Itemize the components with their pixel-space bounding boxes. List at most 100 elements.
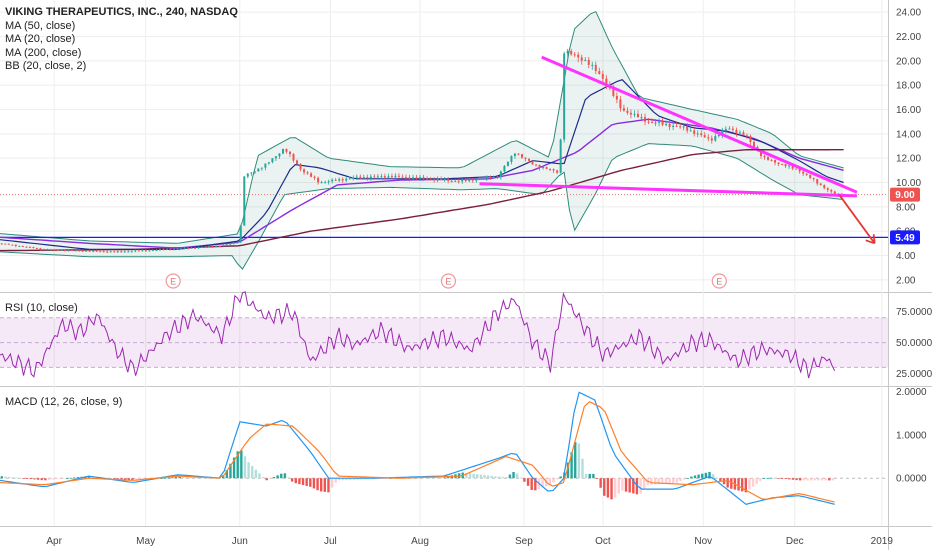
macd-histogram-bar [192, 477, 196, 479]
candle-body [767, 157, 770, 160]
macd-histogram-bar [715, 477, 718, 479]
macd-histogram-bar [309, 478, 312, 487]
candle-body [25, 246, 28, 248]
macd-histogram-bar [174, 477, 178, 479]
macd-histogram-bar [116, 478, 120, 480]
candle-body [584, 59, 587, 61]
earnings-marker[interactable] [711, 273, 727, 289]
candle-body [492, 176, 495, 179]
macd-histogram-bar [610, 478, 613, 500]
candle-body [830, 189, 833, 192]
candle-body [833, 191, 836, 195]
macd-histogram-bar [744, 478, 748, 493]
macd-histogram-bar [740, 478, 744, 492]
candle-body [433, 179, 436, 181]
candle-body [151, 250, 154, 252]
rsi-tick-label: 75.0000 [896, 307, 932, 318]
macd-histogram-bar [182, 477, 185, 479]
candle-body [14, 244, 17, 247]
candle-body [703, 135, 706, 138]
macd-histogram-bar [701, 473, 704, 479]
candle-body [46, 249, 49, 251]
candle-body [194, 247, 197, 249]
macd-histogram-bar [356, 478, 359, 480]
candle-body [380, 176, 383, 178]
candle-body [158, 249, 161, 251]
macd-histogram-bar [436, 477, 439, 479]
candle-body [615, 95, 618, 100]
macd-histogram-bar [548, 478, 552, 486]
candle-body [717, 135, 720, 137]
candle-body [721, 130, 724, 136]
time-tick-label: Nov [694, 536, 712, 547]
macd-histogram-bar [298, 478, 301, 485]
macd-histogram-bar [301, 478, 305, 486]
candle-body [816, 179, 819, 184]
macd-histogram-bar [515, 473, 519, 479]
candle-body [805, 173, 808, 175]
macd-histogram-bar [44, 478, 47, 481]
time-tick-label: Aug [411, 536, 429, 547]
candle-body [513, 153, 516, 157]
candle-body [109, 251, 112, 253]
candle-body [120, 251, 123, 253]
candle-body [42, 249, 45, 251]
time-tick-label: Dec [786, 536, 804, 547]
macd-histogram-bar [341, 478, 345, 481]
macd-histogram-bar [363, 478, 366, 480]
macd-histogram-bar [581, 458, 584, 479]
candle-body [714, 136, 717, 141]
candle-body [475, 179, 478, 181]
candle-body [127, 251, 130, 253]
macd-histogram-bar [719, 478, 722, 481]
candle-body [447, 179, 450, 181]
earnings-marker[interactable] [165, 273, 181, 289]
time-tick-label: Oct [595, 536, 611, 547]
candle-body [499, 171, 502, 178]
support-price-label-bg [890, 230, 920, 245]
macd-histogram-bar [534, 478, 537, 491]
candle-body [826, 188, 829, 190]
macd-histogram-bar [799, 478, 802, 481]
macd-histogram-bar [334, 478, 337, 483]
candle-body [770, 159, 773, 161]
candle-body [155, 249, 158, 251]
macd-histogram-bar [755, 478, 758, 484]
bb-upper-line [0, 10, 844, 244]
candle-body [633, 113, 636, 115]
price-tick-label: 18.00 [896, 81, 921, 92]
candle-body [0, 243, 3, 245]
macd-histogram-bar [584, 473, 588, 479]
candle-body [211, 246, 214, 248]
macd-histogram-bar [606, 478, 610, 498]
earnings-marker[interactable] [440, 273, 457, 289]
macd-histogram-bar [501, 476, 504, 479]
candle-body [278, 153, 281, 157]
candle-body [190, 247, 193, 249]
macd-histogram-bar [657, 478, 660, 485]
candle-body [422, 177, 425, 179]
macd-histogram-bar [345, 478, 348, 481]
candle-body [672, 125, 675, 127]
macd-histogram-bar [283, 473, 287, 479]
price-tick-label: 4.00 [896, 251, 916, 262]
candle-body [267, 162, 270, 164]
macd-histogram-bar [218, 478, 221, 479]
projection-arrow-head [865, 234, 876, 245]
macd-histogram-bar [820, 478, 824, 481]
candle-body [700, 133, 703, 136]
macd-histogram-bar [697, 474, 700, 479]
price-tick-label: 8.00 [896, 202, 916, 213]
macd-histogram-bar [381, 478, 385, 480]
macd-histogram-bar [167, 477, 170, 479]
macd-histogram-bar [828, 478, 831, 481]
candle-body [594, 64, 597, 72]
candle-body [759, 150, 762, 156]
macd-tick-label: 1.0000 [896, 430, 927, 441]
macd-histogram-bar [813, 478, 816, 481]
candle-body [271, 158, 274, 163]
candle-body [264, 163, 267, 168]
candle-body [675, 125, 678, 127]
candle-body [485, 176, 488, 179]
